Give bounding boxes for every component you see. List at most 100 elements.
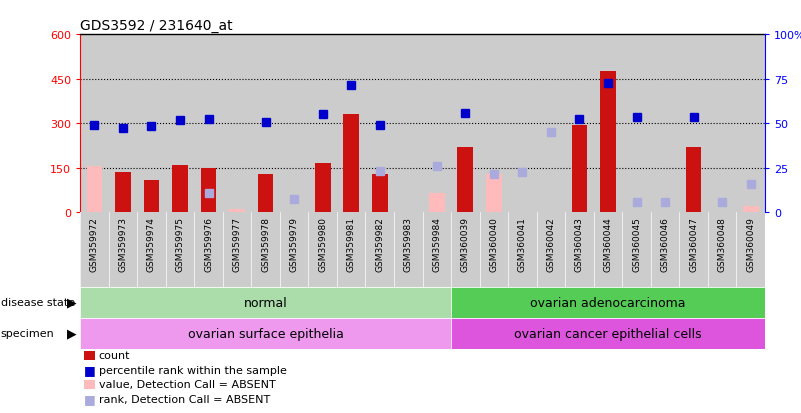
Bar (679, 213, 708, 287)
Bar (337, 213, 365, 287)
Text: ▶: ▶ (66, 327, 76, 340)
Text: normal: normal (244, 296, 288, 309)
Bar (480, 35, 508, 213)
Text: GSM360039: GSM360039 (461, 216, 470, 271)
Text: GSM359977: GSM359977 (232, 216, 242, 271)
Bar (280, 213, 308, 287)
Text: GSM359976: GSM359976 (204, 216, 213, 271)
Bar (650, 213, 679, 287)
Text: disease state: disease state (1, 297, 75, 308)
Bar (280, 35, 308, 213)
Bar (143, 180, 159, 213)
Bar (365, 35, 394, 213)
Text: ovarian surface epithelia: ovarian surface epithelia (187, 327, 344, 340)
Bar (566, 213, 594, 287)
Bar (480, 213, 508, 287)
Text: ■: ■ (83, 392, 95, 405)
Bar (252, 35, 280, 213)
Bar (508, 35, 537, 213)
Bar (365, 213, 394, 287)
Text: specimen: specimen (1, 328, 54, 339)
Bar (743, 207, 759, 213)
Text: GSM360040: GSM360040 (489, 216, 498, 271)
Bar (109, 213, 137, 287)
Text: GSM359982: GSM359982 (375, 216, 384, 271)
Bar (622, 213, 650, 287)
Bar (423, 35, 451, 213)
Bar (736, 213, 765, 287)
Bar (372, 174, 388, 213)
Bar (572, 126, 587, 213)
Bar (137, 35, 166, 213)
Bar (308, 213, 337, 287)
Bar (537, 35, 566, 213)
Text: value, Detection Call = ABSENT: value, Detection Call = ABSENT (99, 379, 276, 389)
Bar (394, 35, 423, 213)
Bar (258, 174, 273, 213)
Text: GDS3592 / 231640_at: GDS3592 / 231640_at (80, 19, 233, 33)
Text: GSM359983: GSM359983 (404, 216, 413, 271)
Bar (229, 210, 245, 213)
Bar (87, 167, 103, 213)
Text: GSM359979: GSM359979 (290, 216, 299, 271)
Text: ■: ■ (83, 363, 95, 376)
Bar (166, 213, 195, 287)
Text: GSM359973: GSM359973 (119, 216, 127, 271)
Bar (594, 213, 622, 287)
Bar (537, 213, 566, 287)
Bar (115, 173, 131, 213)
Bar (337, 35, 365, 213)
Bar (423, 213, 451, 287)
Bar (686, 147, 702, 213)
Text: GSM360049: GSM360049 (747, 216, 755, 271)
Text: GSM360047: GSM360047 (689, 216, 698, 271)
Bar (429, 193, 445, 213)
Text: count: count (99, 350, 130, 360)
Bar (708, 35, 736, 213)
Text: ▶: ▶ (66, 296, 76, 309)
Text: GSM360045: GSM360045 (632, 216, 641, 271)
Text: ovarian adenocarcinoma: ovarian adenocarcinoma (530, 296, 686, 309)
Bar (315, 164, 331, 213)
Bar (394, 213, 423, 287)
Text: GSM360046: GSM360046 (661, 216, 670, 271)
Text: GSM359975: GSM359975 (175, 216, 184, 271)
Bar (708, 213, 736, 287)
Bar (252, 213, 280, 287)
Bar (451, 213, 480, 287)
Bar (80, 287, 451, 318)
Bar (172, 165, 187, 213)
Text: GSM360048: GSM360048 (718, 216, 727, 271)
Text: GSM359972: GSM359972 (90, 216, 99, 271)
Text: GSM360041: GSM360041 (518, 216, 527, 271)
Bar (201, 169, 216, 213)
Bar (451, 318, 765, 349)
Bar (223, 35, 252, 213)
Bar (195, 213, 223, 287)
Text: GSM359974: GSM359974 (147, 216, 156, 271)
Bar (137, 213, 166, 287)
Bar (109, 35, 137, 213)
Text: GSM360044: GSM360044 (603, 216, 613, 271)
Bar (600, 72, 616, 213)
Bar (80, 318, 451, 349)
Text: ovarian cancer epithelial cells: ovarian cancer epithelial cells (514, 327, 702, 340)
Bar (508, 213, 537, 287)
Bar (80, 213, 109, 287)
Bar (80, 35, 109, 213)
Text: GSM360042: GSM360042 (546, 216, 555, 271)
Bar (486, 174, 501, 213)
Text: GSM359978: GSM359978 (261, 216, 270, 271)
Bar (223, 213, 252, 287)
Text: GSM359984: GSM359984 (433, 216, 441, 271)
Text: percentile rank within the sample: percentile rank within the sample (99, 365, 287, 375)
Bar (344, 115, 359, 213)
Bar (457, 147, 473, 213)
Bar (566, 35, 594, 213)
Bar (736, 35, 765, 213)
Bar (308, 35, 337, 213)
Text: GSM359980: GSM359980 (318, 216, 327, 271)
Bar (594, 35, 622, 213)
Text: rank, Detection Call = ABSENT: rank, Detection Call = ABSENT (99, 394, 270, 404)
Bar (622, 35, 650, 213)
